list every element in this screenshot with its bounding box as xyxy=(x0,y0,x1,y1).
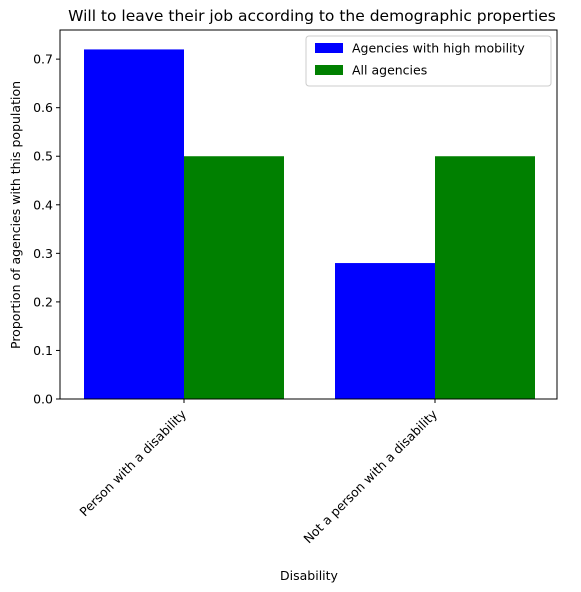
x-tick-label: Person with a disability xyxy=(76,406,189,519)
bar-high-mobility-0 xyxy=(84,49,184,399)
y-tick-label: 0.6 xyxy=(33,100,53,115)
y-tick-label: 0.0 xyxy=(33,392,53,407)
y-tick-label: 0.2 xyxy=(33,294,53,309)
y-tick-label: 0.7 xyxy=(33,52,53,67)
bar-high-mobility-1 xyxy=(335,263,435,399)
axes-frame xyxy=(59,29,558,400)
x-tick-label: Not a person with a disability xyxy=(300,406,440,546)
y-tick-label: 0.4 xyxy=(33,197,53,212)
y-tick-label: 0.5 xyxy=(33,149,53,164)
plot-area xyxy=(59,29,558,400)
legend-box xyxy=(305,35,552,87)
x-axis-label: Disability xyxy=(280,568,339,583)
y-axis-label: Proportion of agencies with this populat… xyxy=(8,81,23,349)
y-axis: 0.0 0.1 0.2 0.3 0.4 0.5 0.6 0.7 xyxy=(33,52,60,407)
legend-label: All agencies xyxy=(352,63,427,78)
legend-swatch xyxy=(315,65,343,75)
y-tick-label: 0.3 xyxy=(33,246,53,261)
x-axis: Person with a disability Not a person wit… xyxy=(76,399,441,546)
y-tick-label: 0.1 xyxy=(33,343,53,358)
chart-title: Will to leave their job according to the… xyxy=(68,7,556,25)
legend-label: Agencies with high mobility xyxy=(352,41,525,56)
legend: Agencies with high mobility All agencies xyxy=(305,35,552,87)
bar-all-agencies-1 xyxy=(435,156,535,399)
legend-swatch xyxy=(315,43,343,53)
bar-all-agencies-0 xyxy=(184,156,284,399)
